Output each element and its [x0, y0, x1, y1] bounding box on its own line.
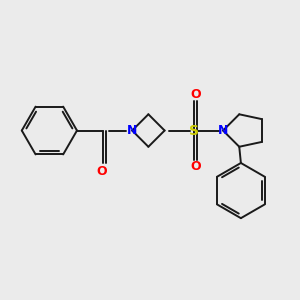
Text: O: O — [190, 160, 201, 173]
Text: N: N — [218, 124, 228, 137]
Text: S: S — [189, 124, 199, 137]
Text: O: O — [190, 88, 201, 101]
Text: N: N — [127, 124, 137, 137]
Text: O: O — [96, 165, 106, 178]
